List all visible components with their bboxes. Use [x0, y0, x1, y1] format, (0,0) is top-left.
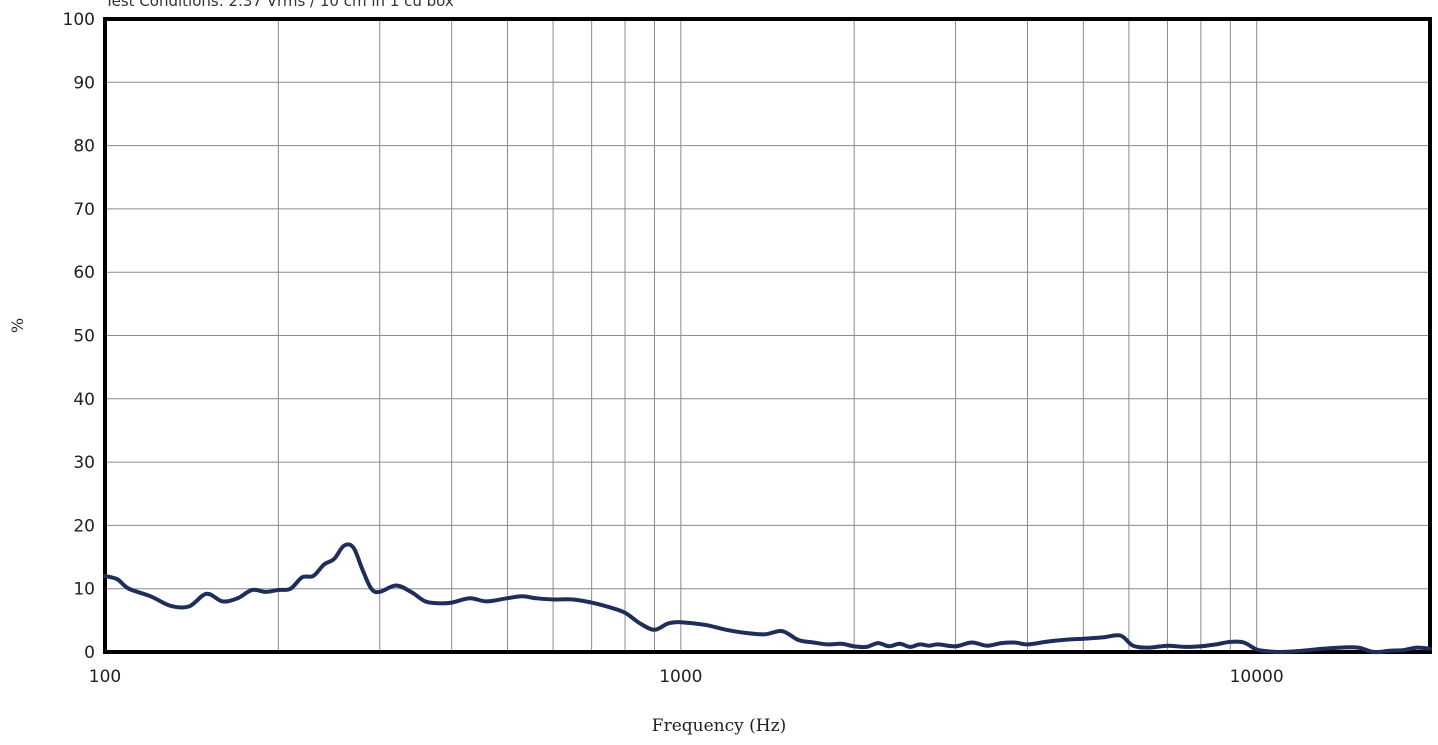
y-tick-label: 100 [63, 10, 95, 30]
y-axis-label: % [8, 317, 28, 334]
y-tick-label: 10 [73, 580, 95, 600]
x-tick-label: 10000 [1230, 667, 1284, 687]
x-tick-label: 100 [89, 667, 121, 687]
y-tick-label: 70 [73, 200, 95, 220]
x-tick-label: 1000 [659, 667, 702, 687]
series-line-0 [103, 542, 1432, 655]
y-tick-label: 90 [73, 73, 95, 93]
y-tick-label: 0 [84, 643, 95, 663]
y-tick-label: 40 [73, 390, 95, 410]
y-tick-label: 20 [73, 516, 95, 536]
chart-caption: Test Conditions: 2.37 Vrms / 10 cm in 1 … [105, 0, 454, 10]
y-tick-label: 50 [73, 327, 95, 347]
y-tick-label: 80 [73, 137, 95, 157]
y-tick-label: 60 [73, 263, 95, 283]
y-tick-label: 30 [73, 453, 95, 473]
x-axis-label: Frequency (Hz) [651, 716, 787, 736]
plot-frame [103, 17, 1432, 654]
